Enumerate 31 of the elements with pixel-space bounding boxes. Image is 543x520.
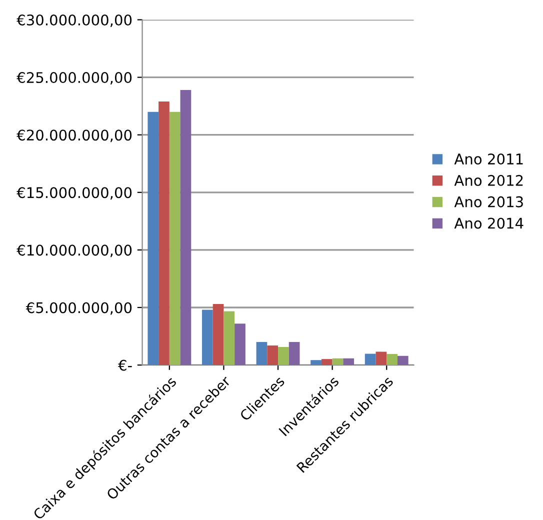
bar: [212, 304, 224, 366]
bar: [169, 112, 180, 366]
bar: [332, 358, 344, 366]
y-tick-label: €-: [118, 360, 132, 371]
bar: [202, 310, 213, 366]
legend-label: Ano 2014: [454, 218, 524, 229]
bar: [148, 112, 159, 366]
y-tick-label: €15.000.000,00: [16, 187, 132, 200]
bar: [288, 342, 300, 366]
bar: [180, 90, 192, 366]
legend-label: Ano 2011: [454, 153, 523, 165]
y-tick-label: €10.000.000,00: [16, 244, 132, 258]
bar: [224, 311, 235, 366]
legend-label: Ano 2013: [454, 196, 523, 208]
bar: [267, 345, 278, 366]
legend-label: Ano 2012: [454, 174, 523, 186]
bar: [278, 346, 289, 366]
y-tick-label: €5.000.000,00: [26, 302, 132, 315]
bar: [386, 354, 398, 366]
bar: [343, 358, 354, 366]
bar: [234, 324, 246, 366]
y-tick-label: €20.000.000,00: [16, 130, 132, 142]
bar: [321, 359, 332, 366]
y-tick-label: €25.000.000,00: [16, 72, 132, 85]
bar: [376, 352, 387, 366]
bar: [364, 354, 376, 366]
bar: [310, 360, 322, 366]
y-tick-label: €30.000.000,00: [16, 14, 132, 27]
bar: [397, 356, 408, 366]
bar: [256, 342, 268, 366]
bar: [158, 101, 170, 366]
